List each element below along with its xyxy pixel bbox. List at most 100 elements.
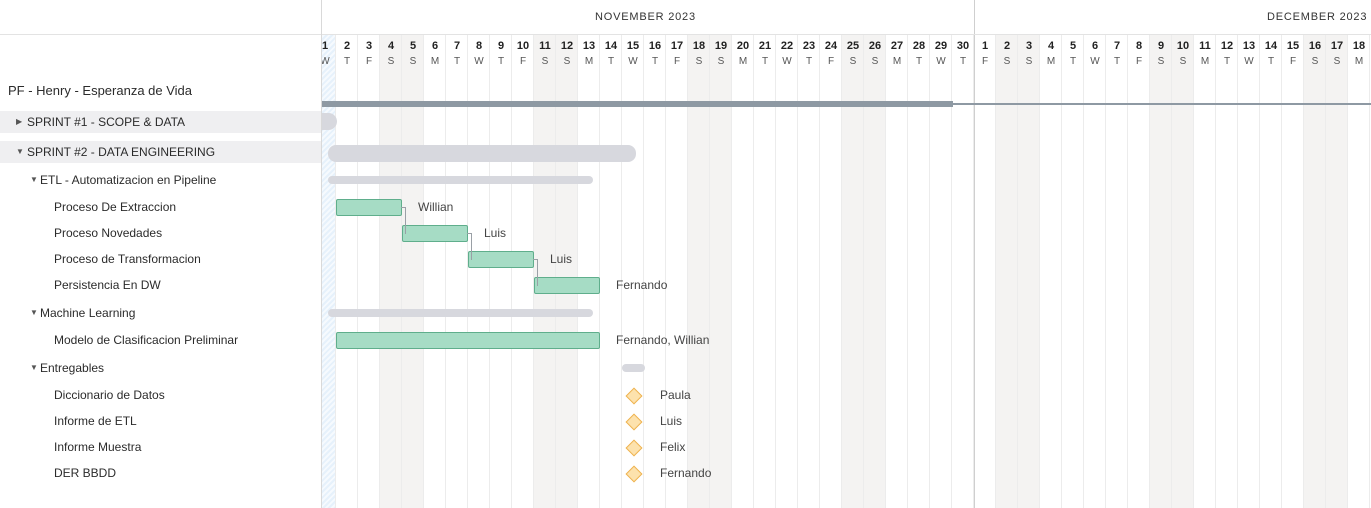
task-name[interactable]: Machine Learning [40,306,136,320]
task-name[interactable]: Diccionario de Datos [54,388,165,402]
weekday-letter: M [1354,56,1364,67]
weekday-letter: F [365,56,373,67]
task-row[interactable]: Proceso De Extraccion [0,197,321,217]
day-number: 11 [1199,40,1211,52]
task-bar[interactable] [534,277,600,294]
task-bar[interactable] [336,199,402,216]
day-number: 30 [956,40,970,52]
sprint-bar[interactable] [328,145,636,162]
day-number: 19 [714,40,728,52]
group-summary-bar[interactable] [328,309,593,317]
task-bar[interactable] [468,251,534,268]
day-column [1128,35,1150,508]
weekday-letter: W [1244,56,1254,67]
task-name[interactable]: SPRINT #1 - SCOPE & DATA [27,115,186,129]
panel-divider[interactable] [321,0,322,508]
task-name[interactable]: ETL - Automatizacion en Pipeline [40,173,217,187]
caret-down-icon[interactable]: ▼ [30,363,38,372]
task-name[interactable]: SPRINT #2 - DATA ENGINEERING [27,145,216,159]
task-row[interactable]: ▼ SPRINT #2 - DATA ENGINEERING [0,141,321,163]
weekday-letter: F [519,56,527,67]
task-row[interactable]: Persistencia En DW [0,275,321,295]
weekday-letter: T [761,56,769,67]
day-number: 11 [539,40,551,52]
day-number: 15 [626,40,640,52]
day-number: 9 [497,40,505,52]
project-title[interactable]: PF - Henry - Esperanza de Vida [8,83,193,98]
caret-down-icon[interactable]: ▼ [30,175,38,184]
day-column [1084,35,1106,508]
assignee-label: Luis [660,414,683,428]
task-row[interactable]: Modelo de Clasificacion Preliminar [0,330,321,350]
task-row[interactable]: Diccionario de Datos [0,385,321,405]
task-row[interactable]: Informe de ETL [0,411,321,431]
caret-down-icon[interactable]: ▼ [16,147,24,156]
day-column [1150,35,1172,508]
task-row[interactable]: ▼ Entregables [0,358,321,378]
caret-down-icon[interactable]: ▼ [30,308,38,317]
task-row[interactable]: Proceso Novedades [0,223,321,243]
day-column [908,35,930,508]
day-column [886,35,908,508]
day-column [358,35,380,508]
task-bar[interactable] [336,332,600,349]
weekday-letter: T [915,56,923,67]
task-name[interactable]: Proceso de Transformacion [54,252,201,266]
weekday-letter: T [453,56,461,67]
day-column [974,35,996,508]
project-summary-bar[interactable] [322,101,953,107]
task-row[interactable]: ▼ Machine Learning [0,303,321,323]
day-number: 10 [1176,40,1190,52]
task-name[interactable]: Entregables [40,361,105,375]
task-row[interactable]: Informe Muestra [0,437,321,457]
day-number: 7 [453,40,461,52]
task-row[interactable]: Proceso de Transformacion [0,249,321,269]
task-bar[interactable] [402,225,468,242]
caret-right-icon[interactable]: ▶ [16,117,23,126]
day-number: 6 [431,40,439,52]
weekday-letter: S [1025,56,1033,67]
dependency-connector [467,233,472,260]
task-name[interactable]: Modelo de Clasificacion Preliminar [54,333,239,347]
task-name[interactable]: Persistencia En DW [54,278,161,292]
day-number: 12 [1220,40,1234,52]
assignee-label: Fernando [616,278,668,292]
day-column [1018,35,1040,508]
task-name[interactable]: Informe Muestra [54,440,142,454]
task-name[interactable]: Proceso De Extraccion [54,200,177,214]
weekday-letter: S [1179,56,1187,67]
weekday-letter: S [563,56,571,67]
weekday-letter: F [1289,56,1297,67]
task-list-panel: PF - Henry - Esperanza de Vida ▶ SPRINT #… [0,0,321,508]
dependency-connector [533,259,538,286]
task-row[interactable]: ▼ ETL - Automatizacion en Pipeline [0,170,321,190]
group-summary-bar[interactable] [328,176,593,184]
day-number: 24 [824,40,838,52]
day-number: 25 [846,40,860,52]
weekday-letter: S [871,56,879,67]
task-name[interactable]: Informe de ETL [54,414,137,428]
project-summary-line [953,103,1371,105]
weekday-letter: T [1113,56,1121,67]
task-row[interactable]: ▶ SPRINT #1 - SCOPE & DATA [0,111,321,133]
day-number: 8 [1135,40,1143,52]
day-column [1040,35,1062,508]
day-number: 17 [1330,40,1344,52]
day-column [1348,35,1370,508]
task-row[interactable]: DER BBDD [0,463,321,483]
month-label: DECEMBER 2023 [1267,11,1368,23]
day-number: 6 [1091,40,1099,52]
weekday-letter: S [1157,56,1165,67]
day-number: 29 [934,40,948,52]
day-column [776,35,798,508]
task-name[interactable]: DER BBDD [54,466,117,480]
weekday-letter: T [607,56,615,67]
day-number: 13 [582,40,596,52]
sprint-1-bar[interactable] [322,113,337,130]
day-number: 28 [912,40,926,52]
task-name[interactable]: Proceso Novedades [54,226,163,240]
day-number: 1 [981,40,989,52]
group-summary-bar[interactable] [622,364,645,372]
day-number: 8 [475,40,483,52]
day-column [1260,35,1282,508]
